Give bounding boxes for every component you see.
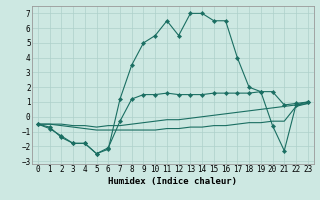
- X-axis label: Humidex (Indice chaleur): Humidex (Indice chaleur): [108, 177, 237, 186]
